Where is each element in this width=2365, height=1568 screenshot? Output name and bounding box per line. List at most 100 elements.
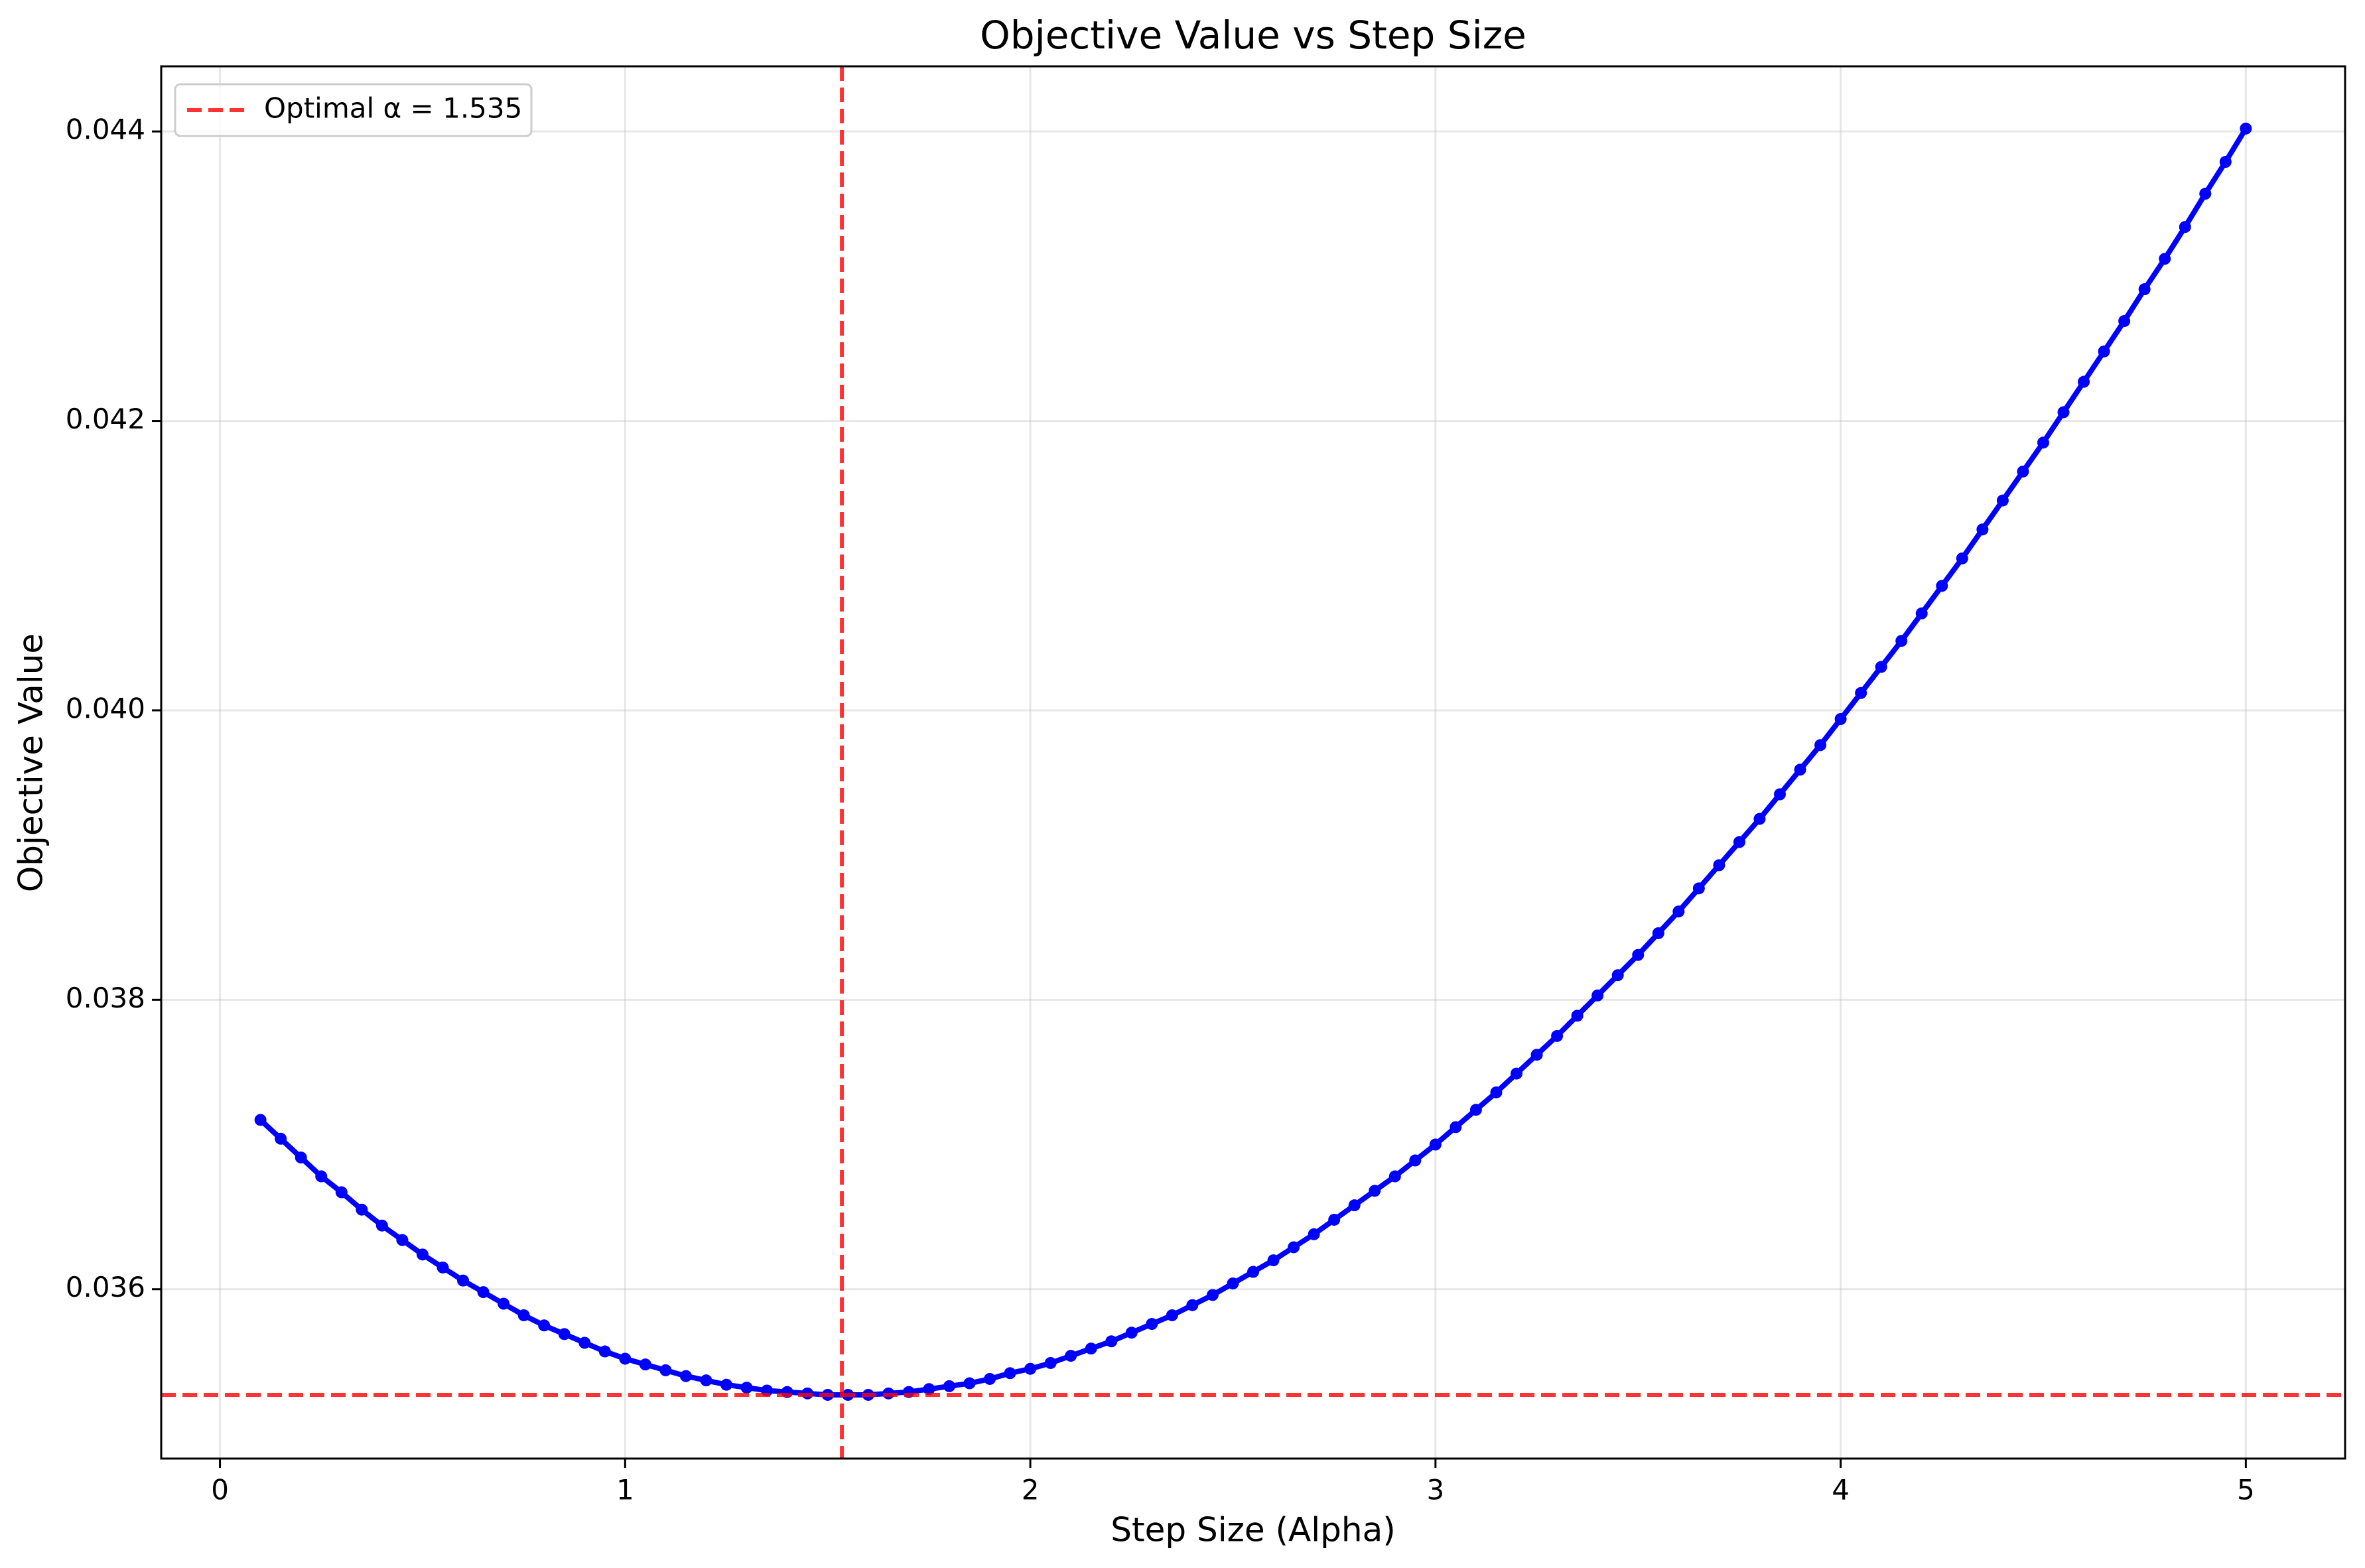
x-tick-label: 1 — [616, 1474, 634, 1506]
data-point — [700, 1374, 712, 1387]
data-point — [254, 1114, 267, 1126]
data-point — [679, 1370, 692, 1382]
data-point — [356, 1203, 368, 1216]
data-point — [275, 1132, 287, 1145]
data-point — [1753, 813, 1766, 825]
data-point — [1388, 1170, 1401, 1183]
data-point — [1672, 905, 1685, 918]
data-point — [1004, 1367, 1016, 1380]
data-point — [1611, 969, 1624, 982]
data-point — [1409, 1154, 1422, 1167]
data-point — [923, 1383, 935, 1396]
data-point — [2138, 283, 2151, 296]
data-point — [1328, 1213, 1341, 1226]
data-point — [963, 1377, 976, 1390]
data-point — [578, 1337, 591, 1349]
data-point — [1044, 1356, 1057, 1369]
data-point — [2057, 406, 2070, 419]
data-point — [1227, 1277, 1239, 1289]
data-point — [2078, 375, 2090, 388]
data-point — [396, 1234, 409, 1246]
data-point — [1125, 1327, 1138, 1339]
data-point — [1834, 713, 1847, 726]
data-point — [315, 1170, 328, 1183]
data-point — [1085, 1342, 1097, 1355]
data-point — [1936, 580, 1948, 592]
data-point — [598, 1345, 611, 1358]
axes-frame — [160, 65, 2346, 1460]
data-point — [1186, 1299, 1199, 1311]
data-point — [477, 1286, 490, 1299]
data-point — [517, 1309, 530, 1321]
y-tick-label: 0.038 — [66, 982, 145, 1014]
data-point — [1429, 1138, 1442, 1151]
data-point — [2159, 253, 2171, 265]
data-point — [1571, 1010, 1584, 1022]
legend-label: Optimal α = 1.535 — [264, 92, 522, 125]
legend-box — [174, 83, 533, 137]
x-tick-label: 5 — [2237, 1474, 2255, 1506]
x-tick-label: 0 — [211, 1474, 229, 1506]
x-tick-label: 4 — [1832, 1474, 1850, 1506]
data-point — [1733, 836, 1745, 848]
data-point — [1065, 1350, 1077, 1362]
data-point — [1551, 1029, 1564, 1042]
data-point — [1146, 1318, 1158, 1331]
data-point — [1652, 927, 1664, 939]
ticks: 0.036 0.038 0.040 0.042 0.044 0 1 2 3 4 5 — [66, 113, 2255, 1506]
data-point — [335, 1186, 348, 1199]
data-point — [437, 1261, 449, 1274]
data-point — [1915, 607, 1928, 620]
data-point — [1288, 1241, 1300, 1254]
data-point — [2199, 188, 2212, 200]
data-point — [1105, 1335, 1118, 1348]
data-point — [1490, 1086, 1503, 1098]
data-point — [1875, 661, 1887, 673]
data-point — [943, 1380, 955, 1392]
data-point — [1247, 1266, 1259, 1278]
data-point — [1369, 1185, 1381, 1197]
data-point — [2017, 465, 2029, 478]
y-axis-label: Objective Value — [12, 633, 50, 892]
data-point — [1591, 989, 1604, 1002]
y-tick-label: 0.040 — [66, 692, 145, 724]
data-point — [1814, 739, 1827, 751]
data-point — [1976, 523, 1989, 536]
y-tick-label: 0.036 — [66, 1271, 145, 1303]
data-point — [659, 1364, 672, 1376]
plot-area — [161, 66, 2345, 1459]
y-tick-label: 0.044 — [66, 113, 145, 146]
chart-title: Objective Value vs Step Size — [980, 13, 1526, 58]
data-point — [1469, 1104, 1482, 1116]
data-point — [295, 1151, 307, 1164]
data-point — [740, 1382, 753, 1394]
data-point — [498, 1297, 510, 1310]
data-point — [619, 1352, 632, 1365]
data-point — [1632, 948, 1645, 961]
data-point — [2240, 122, 2252, 135]
data-point — [984, 1372, 996, 1385]
data-point — [2219, 156, 2232, 168]
data-point — [375, 1219, 388, 1232]
data-point — [1956, 552, 1968, 564]
data-point — [1348, 1199, 1361, 1212]
x-tick-label: 2 — [1022, 1474, 1040, 1506]
data-point — [1450, 1121, 1462, 1134]
data-point — [1855, 686, 1867, 699]
data-point — [1206, 1289, 1219, 1301]
x-axis-label: Step Size (Alpha) — [1111, 1511, 1395, 1549]
data-point — [1267, 1254, 1280, 1267]
data-point — [1895, 635, 1908, 647]
data-point — [1510, 1067, 1522, 1080]
data-point — [558, 1328, 571, 1340]
data-point — [639, 1358, 651, 1371]
data-point — [720, 1378, 733, 1391]
data-point — [1713, 859, 1725, 872]
data-point — [1794, 763, 1806, 776]
data-point — [1996, 494, 2009, 507]
data-point — [2037, 436, 2049, 449]
data-point — [1308, 1228, 1320, 1240]
data-point — [538, 1319, 551, 1332]
